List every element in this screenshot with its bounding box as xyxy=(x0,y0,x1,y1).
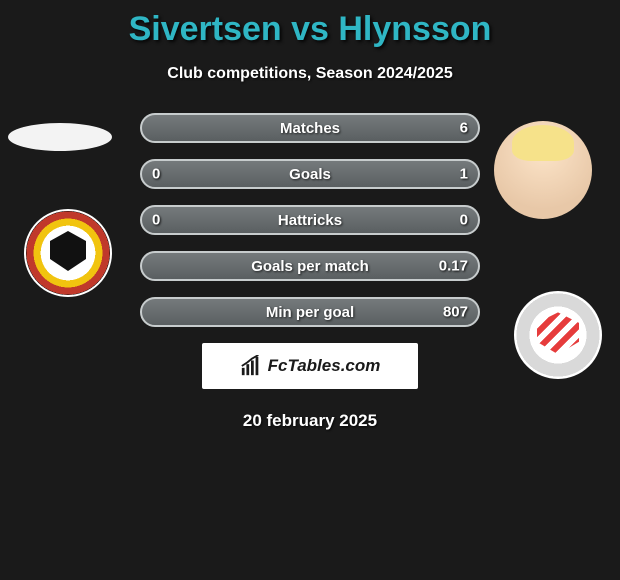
stat-right-value: 0.17 xyxy=(439,258,468,275)
date-text: 20 february 2025 xyxy=(0,411,620,431)
stat-label: Hattricks xyxy=(278,212,342,229)
stat-right-value: 807 xyxy=(443,304,468,321)
stat-row-hattricks: 0 Hattricks 0 xyxy=(140,205,480,235)
club-right-crest xyxy=(514,291,602,379)
stat-left-value: 0 xyxy=(152,212,160,229)
stat-left-value: 0 xyxy=(152,166,160,183)
stat-label: Goals xyxy=(289,166,331,183)
stat-row-goals: 0 Goals 1 xyxy=(140,159,480,189)
stat-row-mpg: Min per goal 807 xyxy=(140,297,480,327)
player-left-avatar xyxy=(8,123,112,151)
stat-right-value: 6 xyxy=(460,120,468,137)
stat-label: Goals per match xyxy=(251,258,369,275)
subtitle: Club competitions, Season 2024/2025 xyxy=(0,65,620,83)
stat-row-gpm: Goals per match 0.17 xyxy=(140,251,480,281)
stat-label: Matches xyxy=(280,120,340,137)
player-right-avatar xyxy=(494,121,592,219)
chart-icon xyxy=(240,355,262,377)
stat-row-matches: Matches 6 xyxy=(140,113,480,143)
club-left-crest xyxy=(24,209,112,297)
stat-bars: Matches 6 0 Goals 1 0 Hattricks 0 Goals … xyxy=(140,113,480,327)
stat-right-value: 0 xyxy=(460,212,468,229)
stat-right-value: 1 xyxy=(460,166,468,183)
stat-label: Min per goal xyxy=(266,304,354,321)
brand-text: FcTables.com xyxy=(268,356,381,376)
brand-badge: FcTables.com xyxy=(202,343,418,389)
page-title: Sivertsen vs Hlynsson xyxy=(0,0,620,49)
